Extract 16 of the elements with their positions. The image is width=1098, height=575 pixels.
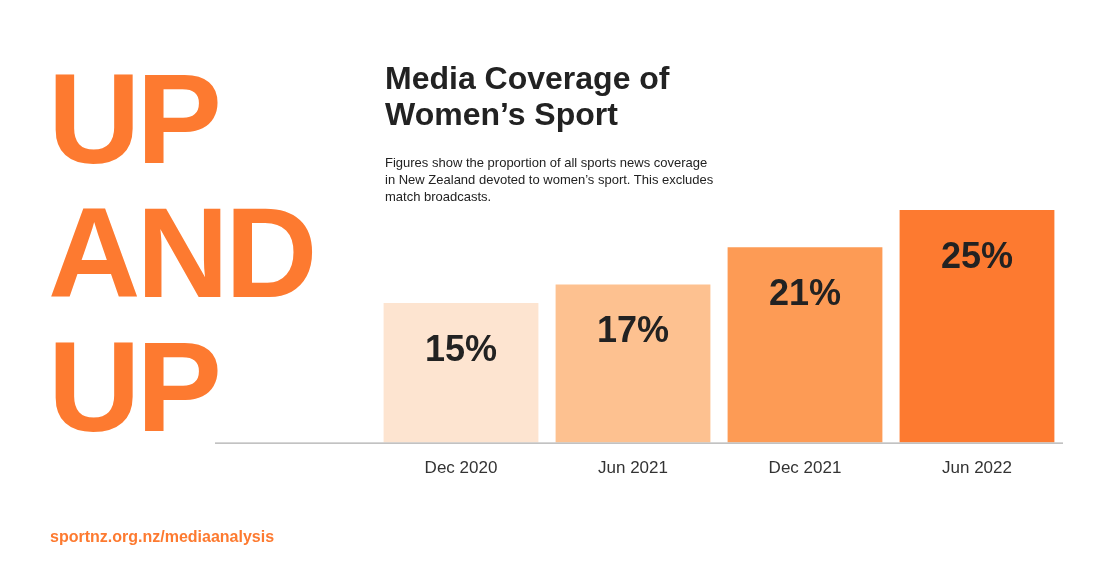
bar bbox=[899, 210, 1055, 443]
chart-subtitle: Figures show the proportion of all sports news coverage in New Zealand devoted to women’s sport. This excludes match broadcasts. bbox=[385, 154, 715, 205]
text: sportnz.org.nz/mediaanalysis bbox=[50, 528, 275, 546]
x-tick-label: Dec 2020 bbox=[424, 458, 498, 478]
chart-title: Media Coverage of Women’s Sport bbox=[385, 60, 671, 132]
x-tick-label: Jun 2022 bbox=[942, 458, 1012, 478]
data-label: 15% bbox=[424, 327, 498, 369]
text: UP AND UP bbox=[48, 47, 314, 458]
bar bbox=[555, 284, 711, 443]
data-label: 17% bbox=[596, 309, 670, 351]
x-tick-label: Dec 2021 bbox=[768, 458, 842, 478]
data-label: 25% bbox=[940, 234, 1014, 276]
data-label: 21% bbox=[768, 272, 842, 314]
bar bbox=[383, 303, 539, 443]
x-tick-label: Jun 2021 bbox=[598, 458, 668, 478]
bar bbox=[727, 247, 883, 443]
